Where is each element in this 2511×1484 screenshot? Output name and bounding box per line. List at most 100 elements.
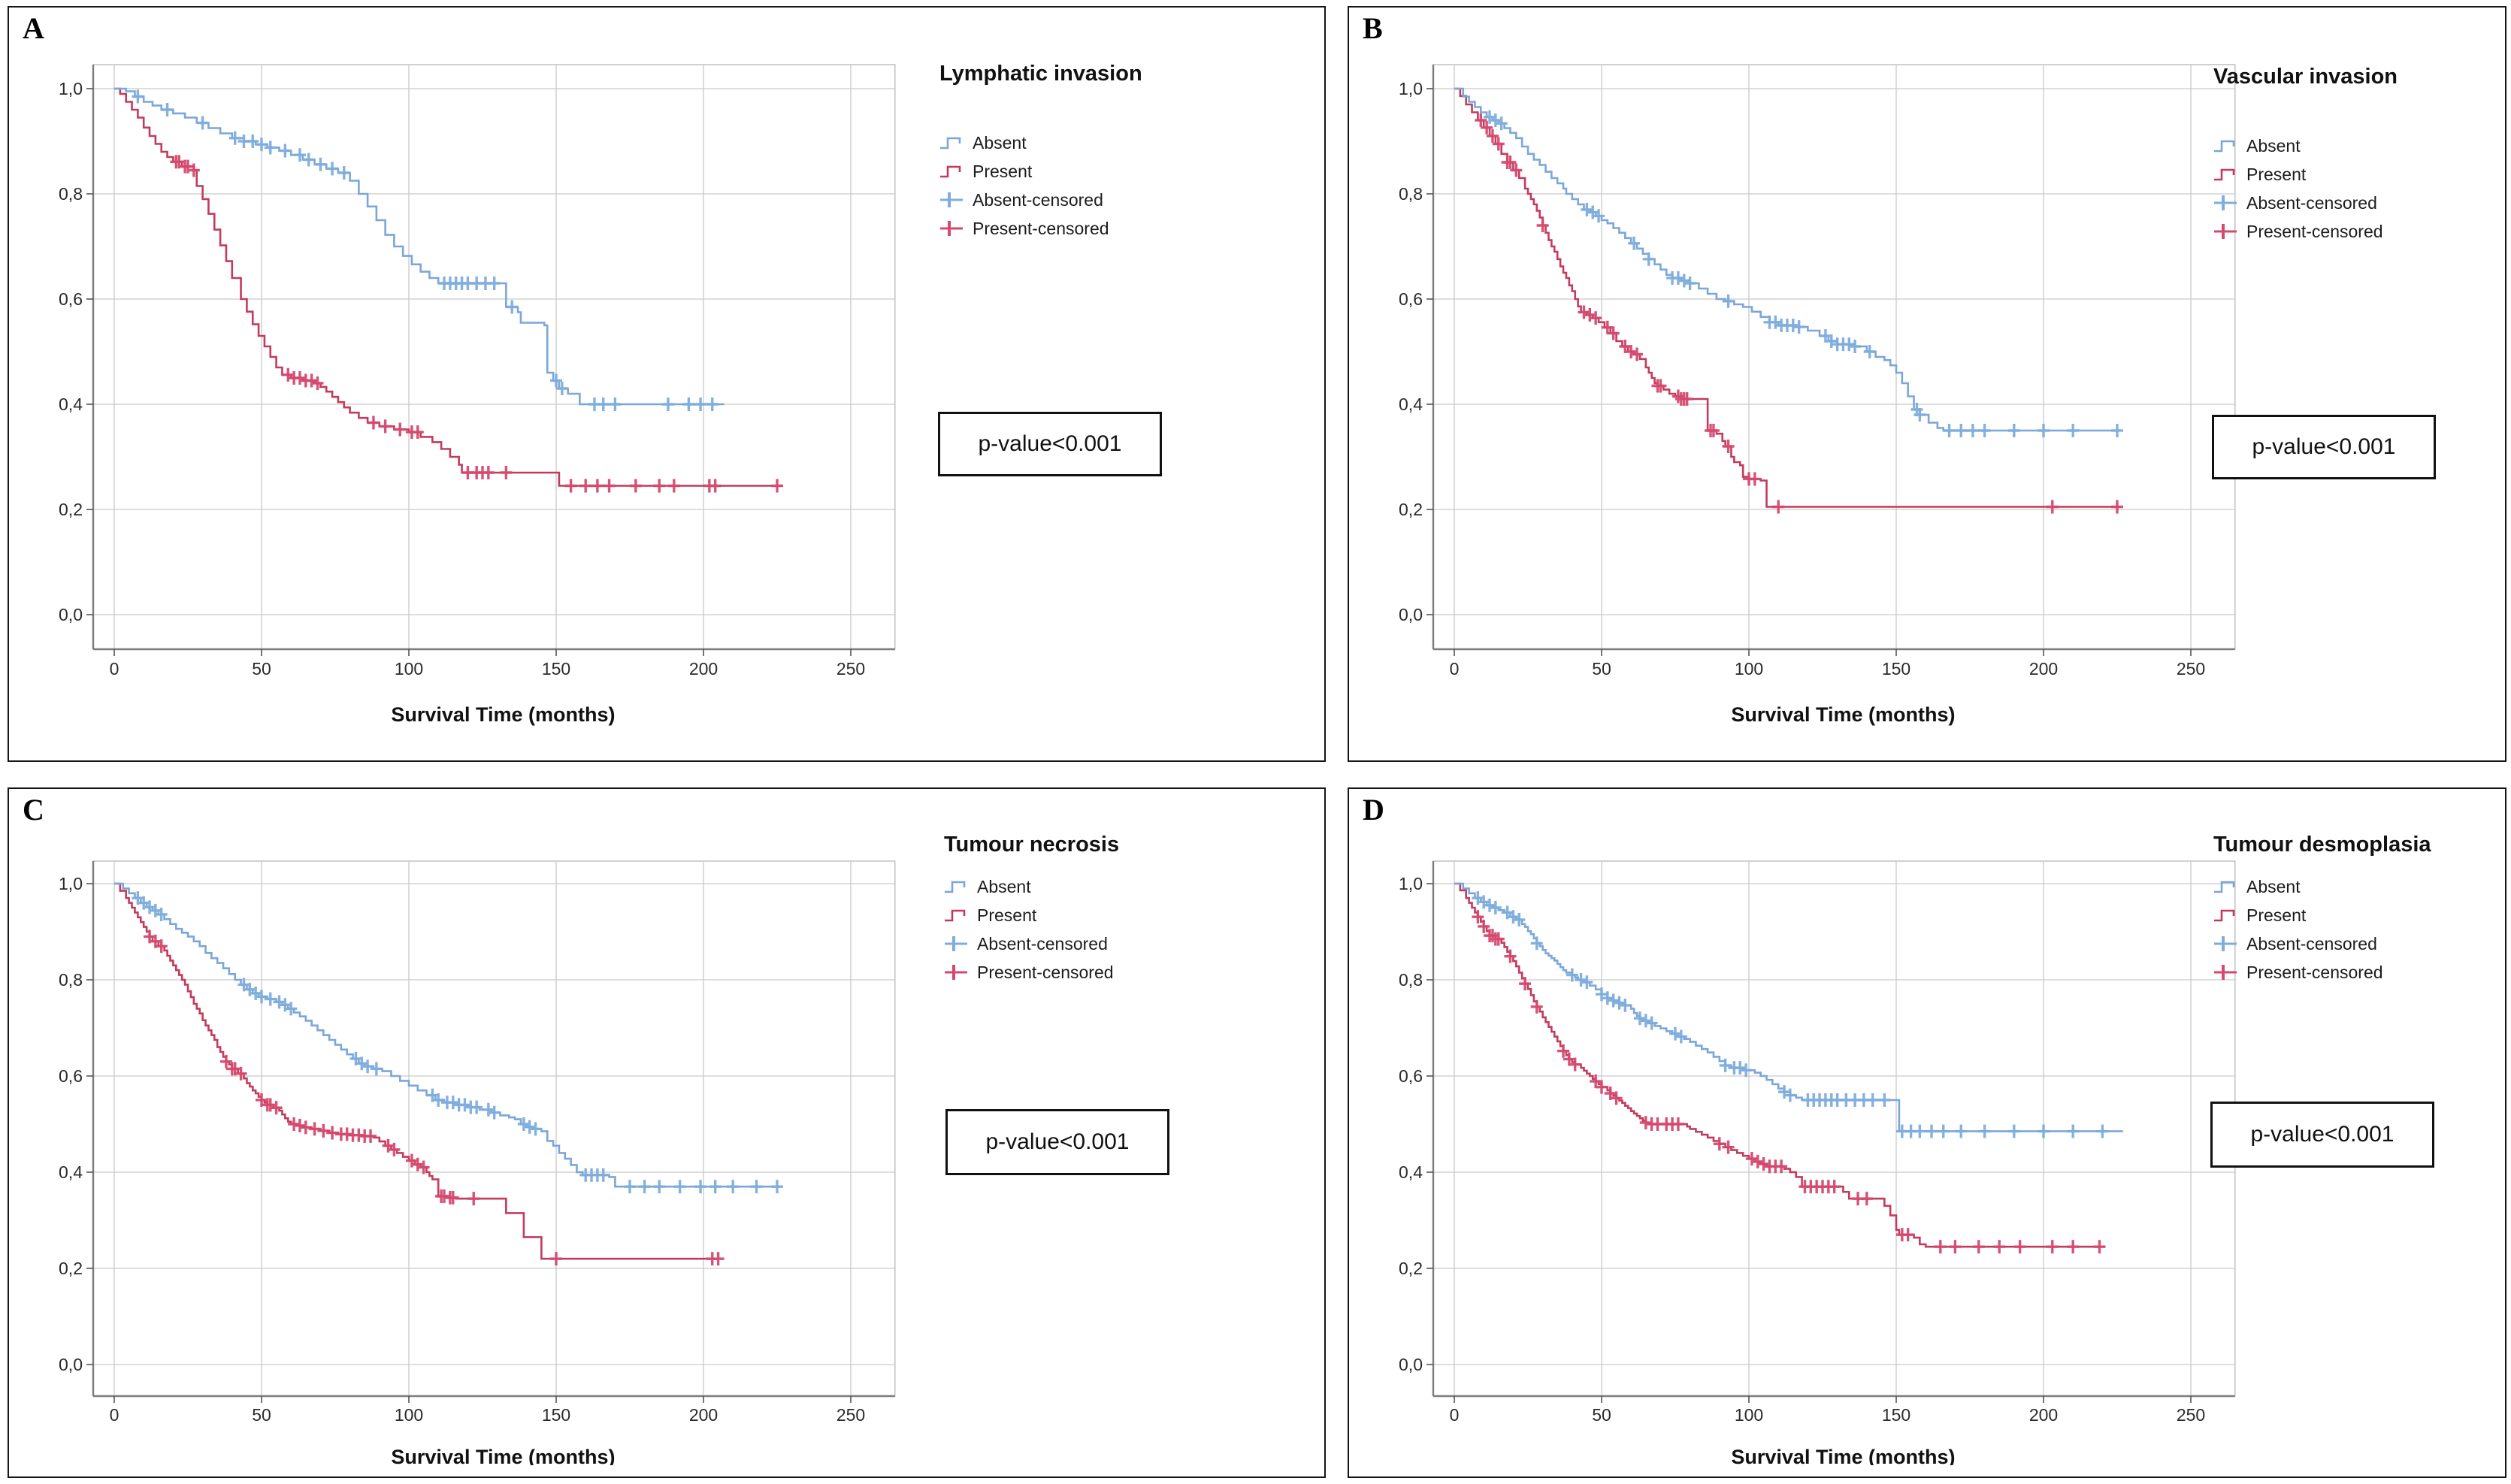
- x-tick-label: 50: [252, 659, 271, 679]
- y-tick-label: 0,2: [59, 1259, 83, 1278]
- x-tick-label: 200: [689, 1405, 718, 1425]
- legend-label: Present: [2246, 905, 2307, 925]
- present-censored-plus-icon: [944, 963, 970, 981]
- legend-item-absent-censored: Absent-censored: [2213, 189, 2511, 217]
- y-tick-label: 0,4: [59, 394, 83, 414]
- p-value-box: p-value<0.001: [2210, 1102, 2434, 1168]
- legend-label: Present-censored: [2246, 962, 2383, 982]
- legend-swatch-glyph: [2214, 909, 2235, 922]
- legend-title: Tumour desmoplasia: [2213, 833, 2431, 857]
- absent-censor-marks: [1484, 110, 2123, 437]
- panel-a-chart: 0 50 100 150 200 250 0,0 0,2 0,4 0,6 0,8 1,0 Surviva…: [59, 64, 896, 726]
- legend-item-present: Present: [2213, 160, 2511, 189]
- x-tick-label: 250: [836, 659, 865, 679]
- x-tick-label: 150: [1882, 1405, 1910, 1425]
- absent-censor-marks: [132, 89, 719, 411]
- plot-frame: [92, 860, 896, 1397]
- plot-frame: [1432, 64, 2236, 650]
- legend-items: Absent Present Absent-censored Present-c…: [2213, 131, 2511, 246]
- y-tick-label: 0,0: [1399, 1355, 1423, 1374]
- legend-label: Absent-censored: [977, 933, 1108, 954]
- panel-b: B 0 50 100 150 200 250 0,0 0,2 0,4 0,6 0,8 1,0 Survi…: [1348, 6, 2506, 762]
- x-tick-label: 0: [1450, 659, 1460, 679]
- legend-swatch-glyph: [940, 221, 963, 236]
- present-step-icon: [944, 906, 970, 924]
- legend-label: Absent-censored: [2246, 192, 2377, 213]
- legend-item-absent: Absent: [2213, 872, 2511, 901]
- x-tick-label: 150: [542, 659, 570, 679]
- legend-swatch-glyph: [2214, 140, 2235, 153]
- legend-swatch-glyph: [940, 137, 961, 150]
- y-tick-label: 0,4: [59, 1162, 83, 1182]
- legend-label: Absent-censored: [973, 189, 1103, 210]
- legend-swatch-glyph: [2214, 936, 2237, 951]
- y-tick-label: 1,0: [1399, 874, 1423, 893]
- legend-label: Present-censored: [973, 218, 1109, 238]
- x-tick-label: 100: [1735, 1405, 1763, 1425]
- x-tick-label: 0: [110, 1405, 119, 1425]
- y-tick-label: 0,8: [1399, 970, 1423, 990]
- absent-step-icon: [939, 134, 965, 152]
- legend-item-absent: Absent: [939, 128, 1240, 157]
- legend-item-absent-censored: Absent-censored: [939, 186, 1240, 214]
- legend-item-absent: Absent: [2213, 131, 2511, 160]
- p-value-text: p-value<0.001: [985, 1129, 1130, 1154]
- absent-step-icon: [944, 878, 970, 896]
- legend-label: Absent: [973, 132, 1027, 153]
- legend-swatch-glyph: [2214, 224, 2237, 239]
- legend-item-present-censored: Present-censored: [939, 214, 1240, 243]
- legend-title: Tumour necrosis: [944, 833, 1120, 857]
- legend-items: Absent Present Absent-censored Present-c…: [2213, 872, 2511, 987]
- y-tick-label: 0,4: [1399, 394, 1423, 414]
- legend-label: Absent: [2246, 135, 2301, 156]
- p-value-text: p-value<0.001: [978, 431, 1122, 456]
- present-censor-marks: [1475, 113, 2123, 514]
- x-tick-label: 250: [2177, 659, 2205, 679]
- absent-step-icon: [2213, 137, 2239, 155]
- absent-curve: [114, 882, 780, 1188]
- legend-items: Absent Present Absent-censored Present-c…: [944, 872, 1245, 987]
- legend-label: Present-censored: [977, 962, 1114, 982]
- present-censored-plus-icon: [2213, 222, 2239, 240]
- x-tick-label: 250: [836, 1405, 865, 1425]
- legend-label: Absent: [977, 876, 1031, 896]
- x-tick-label: 50: [252, 1405, 271, 1425]
- y-tick-label: 0,8: [59, 970, 83, 990]
- y-tick-label: 0,2: [59, 500, 83, 519]
- absent-censored-plus-icon: [2213, 194, 2239, 212]
- present-step-icon: [939, 162, 965, 180]
- x-axis-title: Survival Time (months): [391, 1446, 615, 1465]
- legend-swatch-glyph: [2214, 168, 2235, 181]
- panel-b-label: B: [1363, 11, 1383, 45]
- present-censored-plus-icon: [939, 219, 965, 237]
- present-step-icon: [2213, 906, 2239, 924]
- panel-c-chart: 0 50 100 150 200 250 0,0 0,2 0,4 0,6 0,8 1,0 Surviva…: [59, 860, 896, 1465]
- present-step-icon: [2213, 165, 2239, 183]
- x-tick-label: 200: [2029, 1405, 2058, 1425]
- legend-swatch-glyph: [2214, 881, 2235, 893]
- plot-area: 0 50 100 150 200 250 0,0 0,2 0,4 0,6 0,8 1,0 Surviva…: [1399, 860, 2236, 1465]
- y-tick-label: 0,8: [1399, 184, 1423, 204]
- absent-censored-plus-icon: [939, 191, 965, 209]
- x-tick-label: 50: [1592, 1405, 1611, 1425]
- y-tick-label: 0,0: [59, 1355, 83, 1374]
- x-tick-label: 100: [395, 1405, 423, 1425]
- panel-d-legend: Tumour desmoplasia Absent Present Absent…: [2213, 833, 2511, 987]
- legend-swatch-glyph: [945, 881, 966, 893]
- panel-c-label: C: [23, 793, 44, 827]
- y-tick-label: 0,0: [1399, 605, 1423, 624]
- p-value-box: p-value<0.001: [938, 412, 1162, 476]
- p-value-box: p-value<0.001: [2212, 415, 2436, 479]
- y-tick-label: 0,6: [59, 289, 83, 309]
- panel-d-label: D: [1363, 793, 1384, 827]
- x-axis-title: Survival Time (months): [391, 703, 615, 726]
- legend-swatch-glyph: [945, 936, 967, 951]
- panel-b-legend: Vascular invasion Absent Present Absent-…: [2213, 65, 2511, 246]
- plot-area: 0 50 100 150 200 250 0,0 0,2 0,4 0,6 0,8 1,0 Surviva…: [1399, 64, 2236, 726]
- legend-label: Present-censored: [2246, 221, 2383, 241]
- panel-d: D 0 50 100 150 200 250 0,0 0,2 0,4 0,6 0,8 1,0 Survi…: [1348, 787, 2506, 1478]
- y-tick-label: 0,0: [59, 605, 83, 624]
- absent-censor-marks: [132, 891, 783, 1194]
- legend-label: Absent: [2246, 876, 2301, 896]
- legend-item-present-censored: Present-censored: [2213, 217, 2511, 246]
